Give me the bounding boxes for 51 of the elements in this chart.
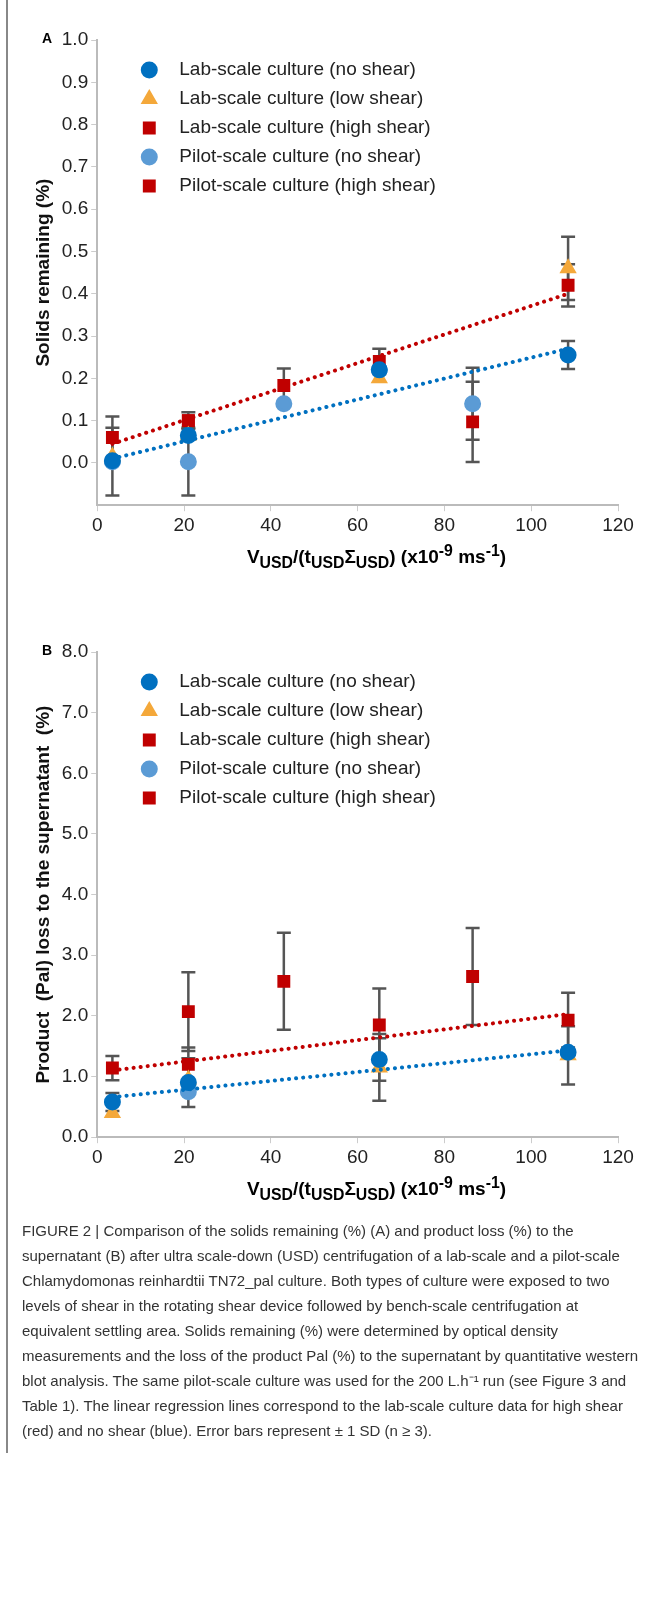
legend-label: Lab-scale culture (low shear): [179, 87, 424, 109]
legend-label: Lab-scale culture (high shear): [179, 116, 431, 138]
y-axis-title: Solids remaining (%): [31, 178, 53, 367]
x-tick-label: 80: [433, 1145, 455, 1167]
chart-title: A: [42, 30, 53, 46]
x-tick-label: 100: [515, 513, 548, 535]
y-axis-title: Product (Pal) loss to the supernatant (%): [31, 705, 53, 1084]
y-tick-label: 7.0: [61, 701, 89, 723]
y-tick-label: 0.9: [61, 70, 89, 92]
legend-label: Lab-scale culture (no shear): [179, 670, 416, 692]
x-tick-label: 60: [347, 513, 369, 535]
y-tick-label: 0.0: [61, 1125, 89, 1147]
text: V$_{USD}$/(t$_{USD}$Σ$_{USD}$) (x10$^{-9}$ ms$^{-1}$): [246, 542, 507, 572]
y-tick-label: 0.6: [61, 197, 89, 219]
text: FIGURE 2 | Comparison of the solids remaining (%) (A) and product loss (%) to the supernatant (B) after ultra scale-down (USD) centrifugation of a lab-scale and a pilot-scale Chlamydomonas reinhardtii TN72_pal culture. Both types of culture were exposed to two levels of shear in the rotating shear device followed by bench-scale centrifugation at equivalent settling area. Solids remaining (%) were determined by optical density measurements and the loss of the product Pal (%) to the supernatant by quantitative western blot analysis. The same pilot-scale culture was used for the 200 L.h⁻¹ run (see Figure 3 and Table 1). The linear regression lines correspond to the lab-scale culture data for high shear (red) and no shear (blue). Error bars represent ± 1 SD (n ≥ 3).: [22, 1222, 639, 1440]
x-tick-label: 0: [91, 513, 103, 535]
y-tick-label: 4.0: [61, 882, 89, 904]
x-tick-label: 100: [515, 1145, 548, 1167]
y-tick-label: 2.0: [61, 1004, 89, 1026]
legend-label: Pilot-scale culture (high shear): [179, 174, 436, 196]
y-tick-label: 1.0: [61, 1064, 89, 1086]
x-tick-label: 80: [433, 513, 455, 535]
y-tick-label: 0.4: [61, 281, 89, 303]
legend-label: Pilot-scale culture (no shear): [179, 757, 422, 779]
x-tick-label: 20: [173, 1145, 195, 1167]
y-tick-label: 0.1: [61, 408, 89, 430]
x-tick-label: 20: [173, 513, 195, 535]
y-tick-label: 3.0: [61, 943, 89, 965]
y-tick-label: 0.2: [61, 366, 89, 388]
x-tick-label: 60: [347, 1145, 369, 1167]
y-tick-label: 0.8: [61, 112, 89, 134]
y-tick-label: 0.7: [61, 155, 89, 177]
x-tick-label: 40: [260, 513, 282, 535]
legend-label: Pilot-scale culture (no shear): [179, 145, 422, 167]
y-tick-label: 0.5: [61, 239, 89, 261]
y-tick-label: 0.0: [61, 451, 89, 473]
x-tick-label: 40: [260, 1145, 282, 1167]
legend-label: Lab-scale culture (no shear): [179, 58, 416, 80]
y-tick-label: 1.0: [61, 28, 89, 50]
legend-label: Lab-scale culture (low shear): [179, 699, 424, 721]
legend-label: Pilot-scale culture (high shear): [179, 786, 436, 808]
x-tick-label: 120: [602, 1145, 634, 1167]
legend-label: Lab-scale culture (high shear): [179, 728, 431, 750]
x-tick-label: 120: [602, 513, 634, 535]
y-tick-label: 8.0: [61, 640, 89, 662]
y-tick-label: 5.0: [61, 822, 89, 844]
y-tick-label: 6.0: [61, 761, 89, 783]
y-tick-label: 0.3: [61, 324, 89, 346]
x-tick-label: 0: [91, 1145, 103, 1167]
text: V$_{USD}$/(t$_{USD}$Σ$_{USD}$) (x10$^{-9}$ ms$^{-1}$): [246, 1174, 507, 1204]
chart-title: B: [42, 642, 53, 659]
